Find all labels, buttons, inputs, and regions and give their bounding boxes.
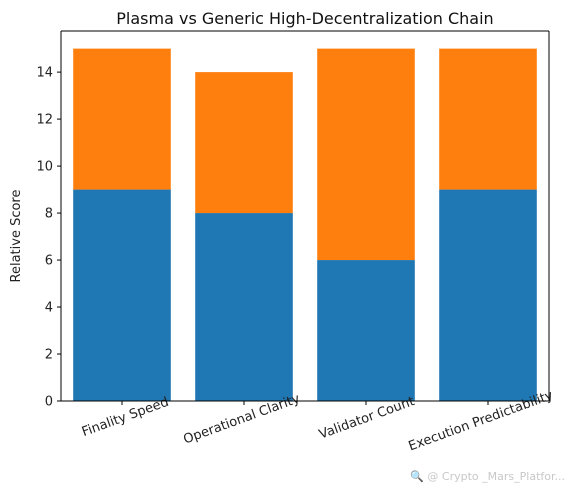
watermark: 🔍 @ Crypto _Mars_Platfor... <box>410 469 565 483</box>
x-tick-label-0: Finality Speed <box>80 395 171 440</box>
bar-series1-2 <box>317 260 415 401</box>
bar-series1-3 <box>439 189 537 401</box>
y-tick-label-3: 6 <box>45 254 53 269</box>
bar-series2-1 <box>195 72 293 214</box>
y-tick-label-2: 4 <box>45 301 53 316</box>
bar-series2-3 <box>439 48 537 190</box>
bar-series2-0 <box>73 48 171 190</box>
y-ticks: 0 2 4 6 8 10 12 14 <box>36 66 61 410</box>
y-tick-label-5: 10 <box>36 160 53 175</box>
bar-series1-1 <box>195 213 293 401</box>
y-tick-label-4: 8 <box>45 207 53 222</box>
bar-series2-2 <box>317 48 415 261</box>
y-tick-label-0: 0 <box>45 395 53 410</box>
bars <box>73 48 537 401</box>
axes <box>60 30 550 402</box>
bar-series1-0 <box>73 189 171 401</box>
chart-title: Plasma vs Generic High-Decentralization … <box>116 9 493 28</box>
y-axis-label: Relative Score <box>9 190 24 283</box>
y-tick-label-6: 12 <box>36 113 53 128</box>
y-tick-label-1: 2 <box>45 348 53 363</box>
y-tick-label-7: 14 <box>36 66 53 81</box>
